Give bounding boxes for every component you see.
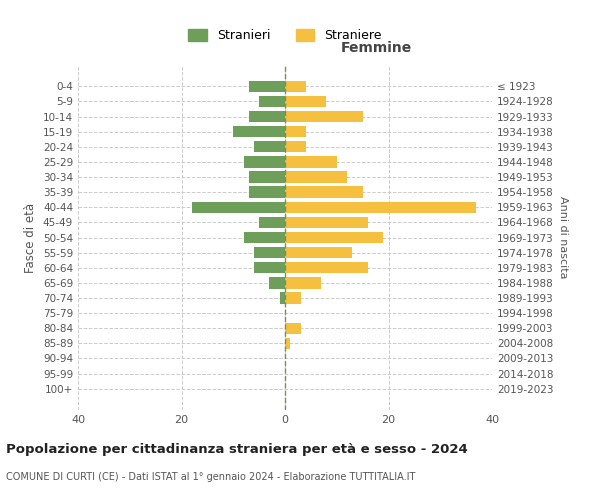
Bar xyxy=(249,111,285,122)
Bar xyxy=(285,232,383,243)
Bar xyxy=(285,338,290,349)
Bar xyxy=(285,111,362,122)
Bar xyxy=(254,141,285,152)
Bar xyxy=(254,247,285,258)
Text: Femmine: Femmine xyxy=(340,40,412,54)
Bar xyxy=(285,262,368,274)
Bar xyxy=(285,156,337,168)
Y-axis label: Fasce di età: Fasce di età xyxy=(25,202,37,272)
Y-axis label: Anni di nascita: Anni di nascita xyxy=(557,196,568,279)
Legend: Stranieri, Straniere: Stranieri, Straniere xyxy=(182,23,388,48)
Bar xyxy=(285,247,352,258)
Bar xyxy=(249,172,285,182)
Bar xyxy=(285,172,347,182)
Bar xyxy=(233,126,285,138)
Text: COMUNE DI CURTI (CE) - Dati ISTAT al 1° gennaio 2024 - Elaborazione TUTTITALIA.I: COMUNE DI CURTI (CE) - Dati ISTAT al 1° … xyxy=(6,472,415,482)
Bar xyxy=(244,232,285,243)
Bar xyxy=(249,186,285,198)
Bar xyxy=(285,141,306,152)
Bar xyxy=(285,292,301,304)
Bar xyxy=(285,277,321,288)
Bar xyxy=(269,277,285,288)
Bar xyxy=(280,292,285,304)
Bar xyxy=(254,262,285,274)
Bar xyxy=(285,202,476,213)
Text: Popolazione per cittadinanza straniera per età e sesso - 2024: Popolazione per cittadinanza straniera p… xyxy=(6,442,468,456)
Bar xyxy=(259,216,285,228)
Bar xyxy=(285,322,301,334)
Bar xyxy=(259,96,285,107)
Bar xyxy=(285,126,306,138)
Bar xyxy=(285,80,306,92)
Bar xyxy=(285,186,362,198)
Bar xyxy=(244,156,285,168)
Bar xyxy=(285,216,368,228)
Bar xyxy=(285,96,326,107)
Bar xyxy=(249,80,285,92)
Bar xyxy=(192,202,285,213)
